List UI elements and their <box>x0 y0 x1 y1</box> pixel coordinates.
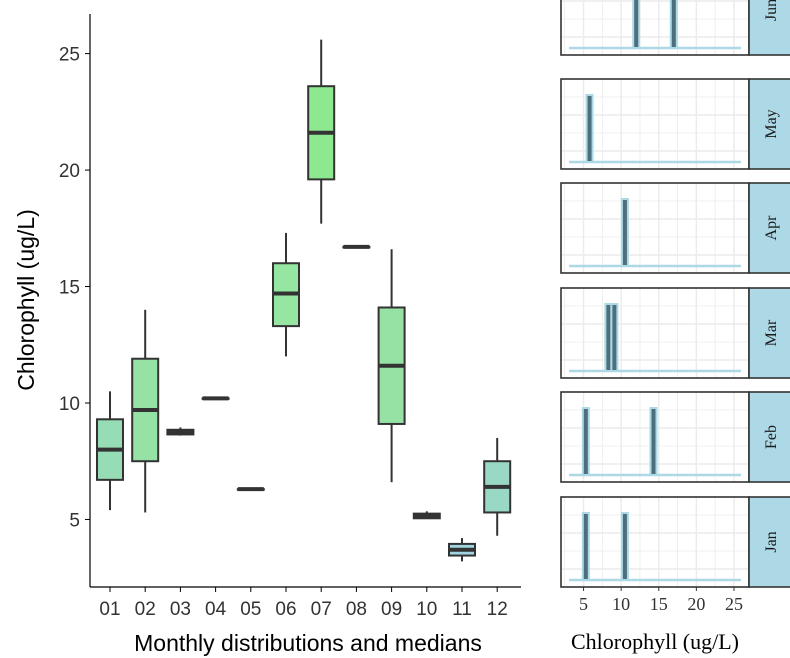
histogram-bar <box>622 513 628 580</box>
box-02 <box>132 310 158 513</box>
boxplot-x-axis-label: Monthly distributions and medians <box>134 630 482 656</box>
facet-feb: Feb <box>561 392 790 482</box>
facet-jun: Jun <box>561 0 790 55</box>
histogram-bar <box>611 304 617 371</box>
box-10 <box>414 511 440 518</box>
x-tick-label: 15 <box>650 594 668 614</box>
y-tick-label: 20 <box>59 161 80 182</box>
y-tick-label: 15 <box>59 278 80 299</box>
x-tick-label: 03 <box>170 599 191 620</box>
boxplot-panel: 5 10 15 20 25 01 02 03 04 05 06 07 08 09 10 11 12 Chlor… <box>13 14 521 656</box>
box-04 <box>203 398 229 399</box>
facet-jan: Jan <box>561 497 790 587</box>
x-tick-label: 25 <box>725 594 743 614</box>
facet-label: Apr <box>763 215 780 241</box>
histogram-bar <box>633 0 639 48</box>
box-03 <box>167 427 193 435</box>
facet-apr: Apr <box>561 183 790 273</box>
facet-background <box>561 288 749 378</box>
boxplot-y-axis: 5 10 15 20 25 <box>59 45 90 532</box>
facet-label: May <box>763 109 780 138</box>
x-tick-label: 20 <box>687 594 705 614</box>
x-tick-label: 5 <box>579 594 588 614</box>
box-06 <box>273 233 299 356</box>
histogram-bar <box>622 199 628 266</box>
facet-label: Feb <box>763 425 780 449</box>
y-tick-label: 10 <box>59 394 80 415</box>
histogram-bar <box>583 513 589 580</box>
x-tick-label: 12 <box>487 599 508 620</box>
boxplot-y-axis-label: Chlorophyll (ug/L) <box>13 209 39 391</box>
histogram-bar <box>587 95 593 162</box>
x-tick-label: 07 <box>311 599 332 620</box>
box-01 <box>97 391 123 510</box>
box-09 <box>379 249 405 482</box>
x-tick-label: 08 <box>346 599 367 620</box>
x-tick-label: 01 <box>99 599 120 620</box>
x-tick-label: 04 <box>205 599 227 620</box>
histogram-bar <box>650 408 656 475</box>
box-08 <box>343 247 369 248</box>
box-07 <box>308 40 334 224</box>
facet-mar: Mar <box>561 288 790 378</box>
x-tick-label: 09 <box>381 599 402 620</box>
boxplot-x-axis: 01 02 03 04 05 06 07 08 09 10 11 12 <box>99 587 507 620</box>
box-12 <box>484 438 510 536</box>
histogram-x-axis: 5 10 15 20 25 <box>579 587 743 614</box>
facet-may: May <box>561 79 790 169</box>
histogram-facets: Jun May Apr Mar Feb Jan <box>561 0 790 587</box>
histogram-bar <box>583 408 589 475</box>
y-tick-label: 25 <box>59 45 80 66</box>
x-tick-label: 06 <box>275 599 296 620</box>
y-tick-label: 5 <box>69 510 80 531</box>
x-tick-label: 10 <box>612 594 630 614</box>
x-tick-label: 05 <box>240 599 261 620</box>
x-tick-label: 11 <box>452 599 472 620</box>
x-tick-label: 02 <box>135 599 156 620</box>
facet-background <box>561 183 749 273</box>
facet-label: Mar <box>763 319 780 346</box>
histogram-bar <box>671 0 677 48</box>
box-05 <box>238 489 264 490</box>
facet-label: Jun <box>763 0 780 21</box>
boxplot-marks <box>97 40 510 562</box>
facet-label: Jan <box>763 531 780 552</box>
box-11 <box>449 538 475 561</box>
histogram-x-axis-label: Chlorophyll (ug/L) <box>571 629 739 654</box>
x-tick-label: 10 <box>416 599 437 620</box>
